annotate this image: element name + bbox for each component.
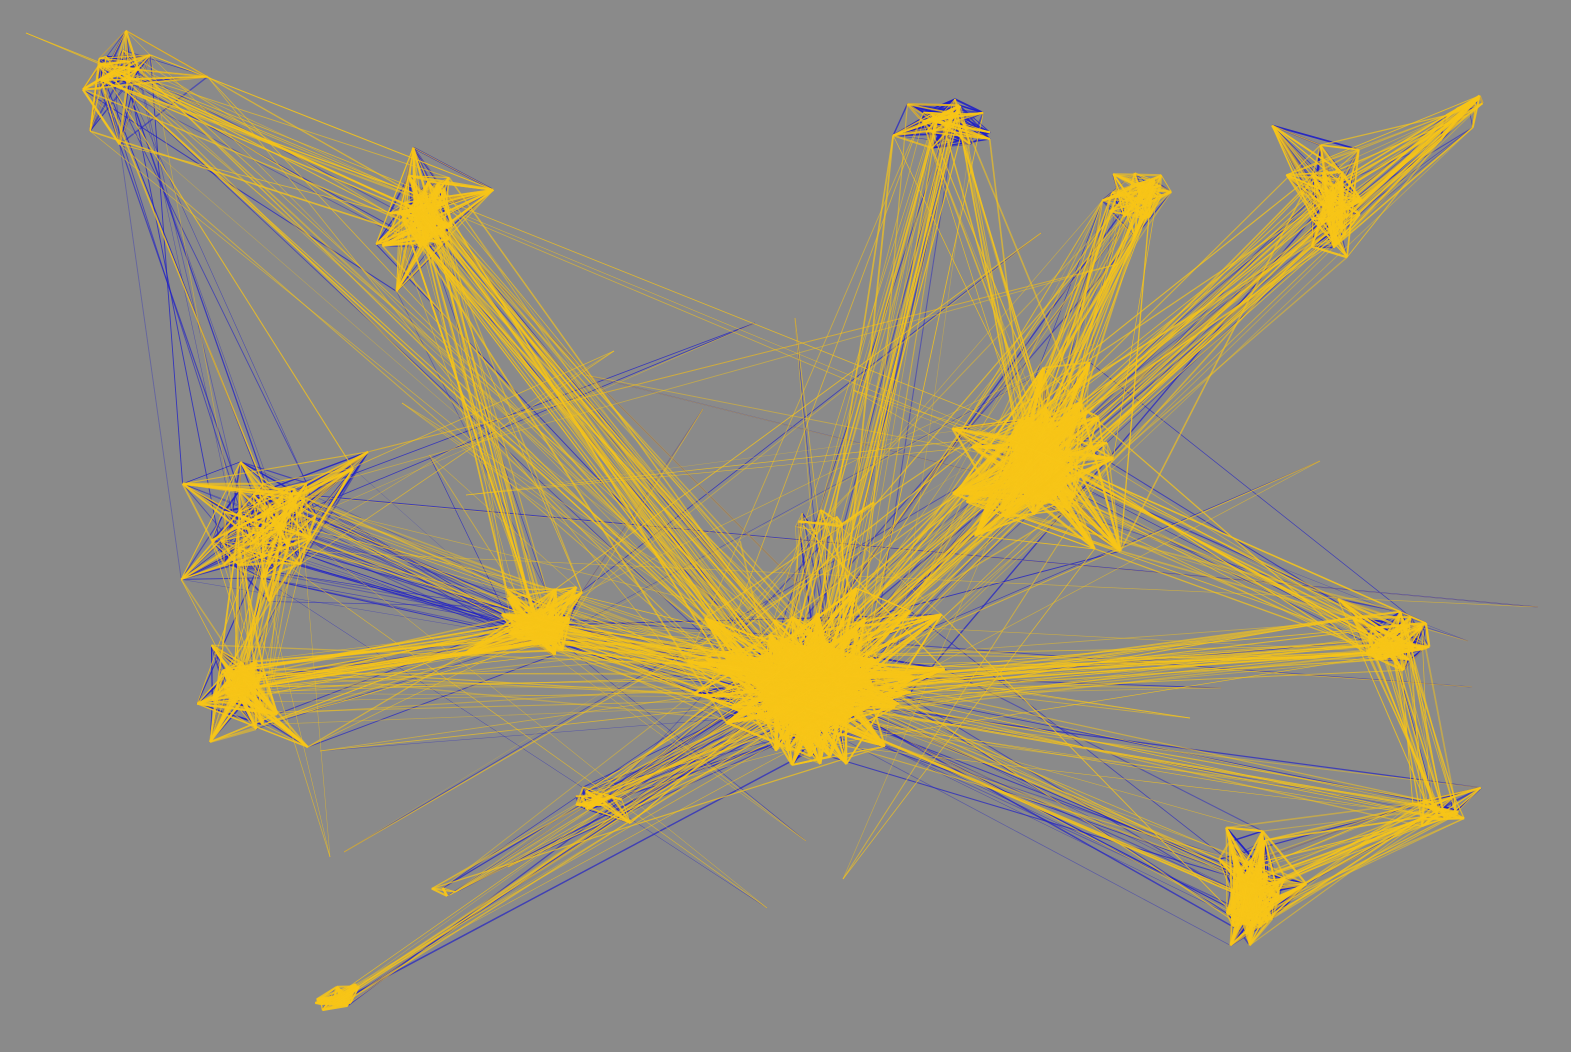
- graph-canvas[interactable]: [0, 0, 1571, 1052]
- graph-background: [0, 0, 1571, 1052]
- network-graph-svg[interactable]: [0, 0, 1571, 1052]
